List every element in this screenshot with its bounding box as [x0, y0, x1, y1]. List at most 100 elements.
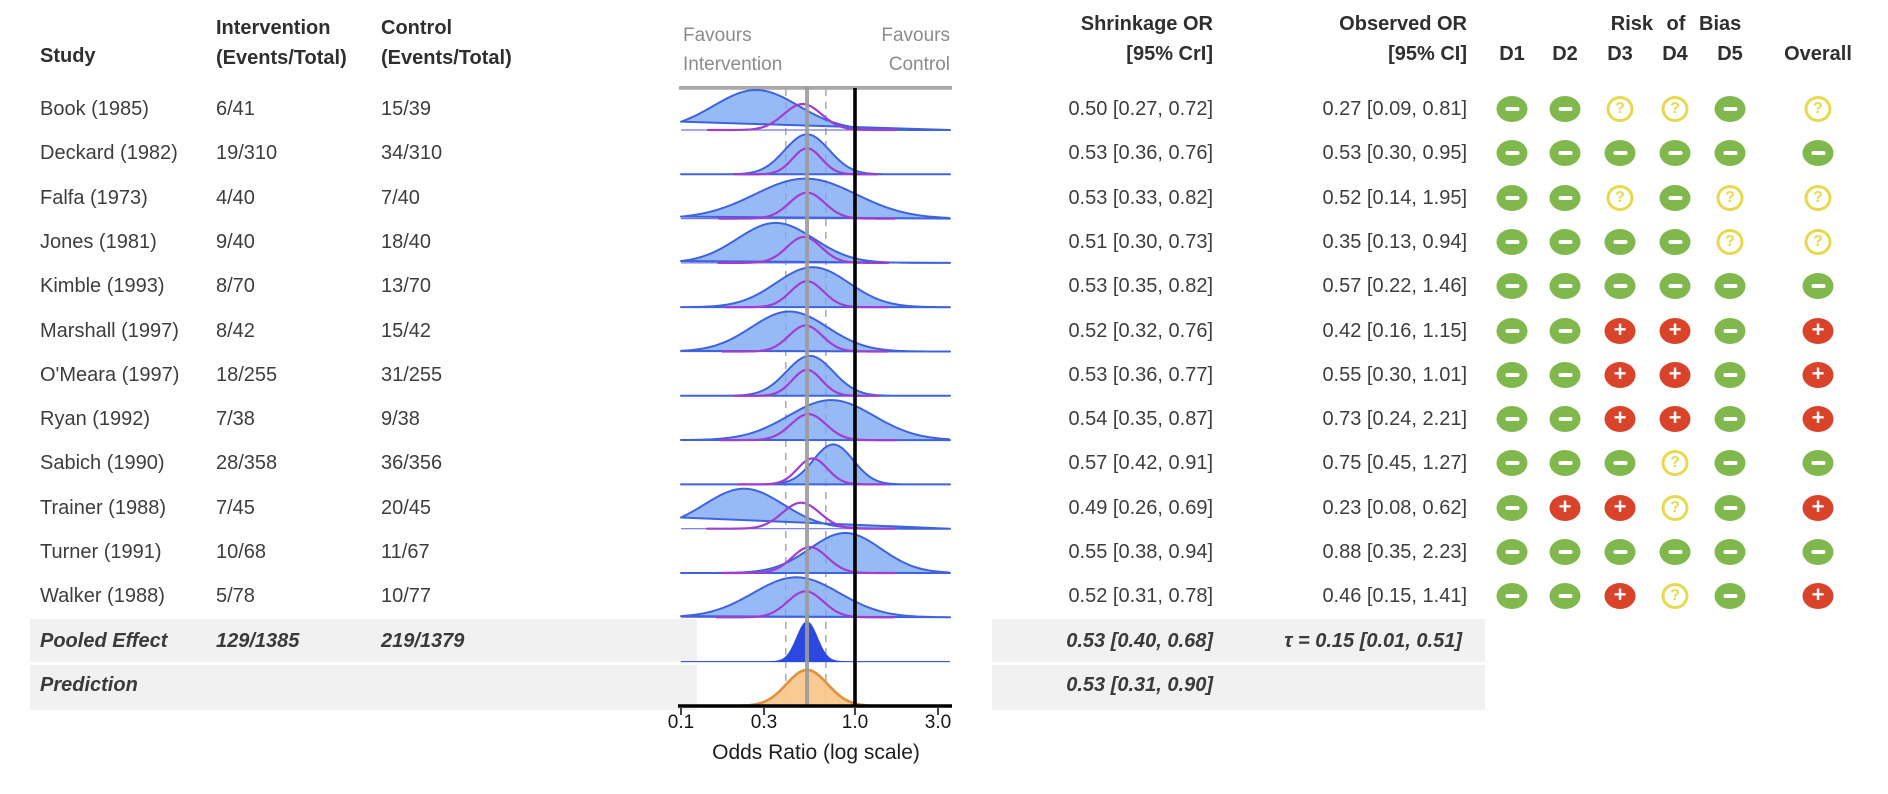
intervention-events: 7/38: [216, 408, 255, 431]
rob-d1-low-icon: [1496, 140, 1528, 167]
rob-d3-high-icon: +: [1604, 494, 1636, 521]
minus-glyph: [1613, 284, 1627, 289]
minus-glyph: [1505, 328, 1519, 333]
plot-top-bar: [679, 86, 952, 90]
rob-d1-low-icon: [1496, 317, 1528, 344]
minus-glyph: [1505, 195, 1519, 200]
prediction-row-background-left: [30, 665, 697, 710]
observed-or-value: 0.75 [0.45, 1.27]: [1322, 452, 1467, 475]
intervention-events: 4/40: [216, 186, 255, 209]
rob-d2-low-icon: [1549, 184, 1581, 211]
rob-overall-high-icon: +: [1802, 583, 1834, 610]
study-name: Sabich (1990): [40, 452, 165, 475]
minus-glyph: [1558, 151, 1572, 156]
observed-density-curve: [680, 576, 951, 619]
shrinkage-or-value: 0.53 [0.35, 0.82]: [1068, 275, 1213, 298]
rob-d4-high-icon: +: [1659, 317, 1691, 344]
shrinkage-or-value: 0.53 [0.36, 0.76]: [1068, 142, 1213, 165]
favours-intervention-label-line2: Intervention: [683, 54, 783, 75]
table-row: Turner (1991) 10/68 11/67 0.55 [0.38, 0.94]…: [0, 539, 1888, 565]
study-name: Turner (1991): [40, 541, 162, 563]
minus-glyph: [1558, 284, 1572, 289]
rob-d1-low-icon: [1496, 228, 1528, 255]
rob-d2-low-icon: [1549, 140, 1581, 167]
rob-header-overall: Overall: [1784, 43, 1852, 65]
rob-overall-some-icon: ?: [1804, 184, 1832, 211]
minus-glyph: [1811, 461, 1825, 466]
col-header-shrinkage-line1: Shrinkage OR: [1080, 13, 1213, 35]
minus-glyph: [1558, 550, 1572, 554]
rob-d5-low-icon: [1714, 494, 1746, 521]
table-row: O'Meara (1997) 18/255 31/255 0.53 [0.36, 0.…: [0, 361, 1888, 388]
observed-density-curve: [680, 177, 951, 220]
rob-d4-low-icon: [1659, 140, 1691, 167]
intervention-events: 8/42: [216, 319, 255, 342]
rob-header-d3: D3: [1607, 43, 1633, 65]
pooled-density-curve: [681, 621, 950, 663]
control-events: 18/40: [381, 230, 432, 253]
rob-d2-high-icon: +: [1549, 494, 1581, 521]
rob-d2-low-icon: [1549, 317, 1581, 344]
rob-overall-some-icon: ?: [1804, 96, 1832, 122]
observed-density-curve: [680, 89, 951, 131]
rob-d3-low-icon: [1604, 273, 1636, 300]
minus-glyph: [1613, 550, 1627, 554]
minus-glyph: [1723, 151, 1737, 156]
rob-d3-high-icon: +: [1604, 583, 1636, 610]
prediction-estimate-value: 0.53 [0.31, 0.90]: [1066, 673, 1213, 696]
table-row: Ryan (1992) 7/38 9/38 0.54 [0.35, 0.87] 0.73…: [0, 406, 1888, 433]
rob-d1-low-icon: [1496, 583, 1528, 610]
intervention-events: 18/255: [216, 363, 278, 386]
observed-or-value: 0.88 [0.35, 2.23]: [1322, 541, 1467, 563]
minus-glyph: [1723, 505, 1737, 510]
observed-density-curve: [680, 133, 951, 176]
rob-d5-low-icon: [1714, 583, 1746, 610]
rob-d4-some-icon: ?: [1661, 450, 1689, 477]
rob-d5-low-icon: [1714, 96, 1746, 122]
rob-d3-low-icon: [1604, 539, 1636, 565]
table-row: Falfa (1973) 4/40 7/40 0.53 [0.33, 0.82] 0.5…: [0, 184, 1888, 211]
table-row: Deckard (1982) 19/310 34/310 0.53 [0.36, 0.…: [0, 140, 1888, 167]
shrinkage-or-value: 0.51 [0.30, 0.73]: [1068, 230, 1213, 253]
shrinkage-or-value: 0.53 [0.33, 0.82]: [1068, 186, 1213, 209]
rob-header-d4: D4: [1662, 43, 1688, 65]
minus-glyph: [1505, 239, 1519, 244]
rob-d1-low-icon: [1496, 406, 1528, 433]
x-axis-title: Odds Ratio (log scale): [712, 741, 920, 764]
control-events: 20/45: [381, 496, 432, 519]
rob-d5-low-icon: [1714, 140, 1746, 167]
observed-density-curve: [680, 266, 951, 309]
pooled-control-events: 219/1379: [381, 629, 465, 652]
study-name: Marshall (1997): [40, 319, 179, 342]
minus-glyph: [1558, 417, 1572, 422]
tau-heterogeneity-value: τ = 0.15 [0.01, 0.51]: [1284, 629, 1462, 652]
shrinkage-or-value: 0.52 [0.31, 0.78]: [1068, 585, 1213, 608]
minus-glyph: [1811, 151, 1825, 156]
rob-overall-high-icon: +: [1802, 406, 1834, 433]
minus-glyph: [1558, 372, 1572, 377]
study-name: Falfa (1973): [40, 186, 148, 209]
rob-section-title: Risk of Bias: [1610, 13, 1742, 35]
minus-glyph: [1723, 417, 1737, 422]
control-events: 34/310: [381, 142, 443, 165]
rob-d4-some-icon: ?: [1661, 583, 1689, 610]
minus-glyph: [1558, 195, 1572, 200]
rob-d3-high-icon: +: [1604, 406, 1636, 433]
pooled-estimate-value: 0.53 [0.40, 0.68]: [1066, 629, 1213, 652]
col-header-study: Study: [40, 45, 96, 67]
rob-d4-high-icon: +: [1659, 361, 1691, 388]
minus-glyph: [1505, 550, 1519, 554]
observed-density-curve: [680, 443, 951, 486]
rob-d4-high-icon: +: [1659, 406, 1691, 433]
shrinkage-or-value: 0.57 [0.42, 0.91]: [1068, 452, 1213, 475]
shrinkage-or-value: 0.52 [0.32, 0.76]: [1068, 319, 1213, 342]
study-name: Trainer (1988): [40, 496, 166, 519]
intervention-events: 5/78: [216, 585, 255, 608]
observed-or-value: 0.73 [0.24, 2.21]: [1322, 408, 1467, 431]
study-name: Deckard (1982): [40, 142, 178, 165]
rob-overall-low-icon: [1802, 450, 1834, 477]
rob-d5-low-icon: [1714, 317, 1746, 344]
intervention-events: 28/358: [216, 452, 278, 475]
x-axis-tick-label: 0.1: [667, 712, 695, 733]
